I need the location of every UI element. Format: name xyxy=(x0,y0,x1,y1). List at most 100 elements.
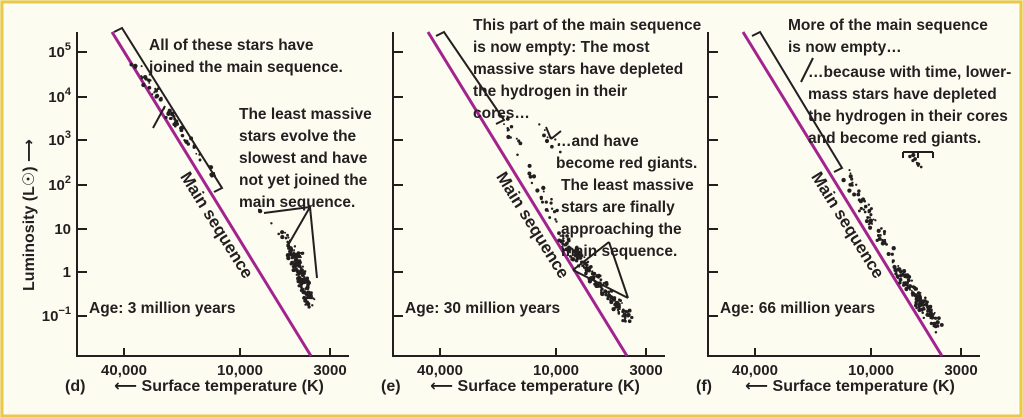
y-tick-label: 105 xyxy=(48,41,71,61)
star-point xyxy=(930,315,935,320)
y-tick-label: 103 xyxy=(48,129,71,149)
annotation-line: the hydrogen in their cores xyxy=(808,108,1008,125)
star-point xyxy=(141,76,144,79)
star-point xyxy=(876,228,881,233)
star-point xyxy=(516,153,519,156)
star-point xyxy=(296,280,300,283)
star-point xyxy=(905,281,909,285)
star-point xyxy=(311,304,314,307)
star-point xyxy=(915,161,919,165)
star-point xyxy=(891,246,896,251)
y-tick-label: 10−1 xyxy=(42,305,71,325)
star-point xyxy=(922,307,926,311)
star-point xyxy=(915,306,918,310)
star-point xyxy=(148,81,151,84)
star-point xyxy=(627,309,630,313)
star-point xyxy=(896,276,900,280)
annotation-line: joined the main sequence. xyxy=(148,59,343,76)
star-point xyxy=(861,197,866,202)
star-point xyxy=(304,303,307,306)
star-point xyxy=(509,124,514,129)
star-point xyxy=(916,291,921,295)
annotation-line: stars are finally xyxy=(561,199,675,216)
star-point xyxy=(622,312,627,317)
star-point xyxy=(305,296,308,299)
star-point xyxy=(503,123,505,126)
star-point xyxy=(567,238,571,243)
star-point xyxy=(935,321,939,325)
star-point xyxy=(284,236,288,240)
star-point xyxy=(298,259,302,262)
star-point xyxy=(928,314,931,317)
x-axis-title: ⟵ Surface temperature (K) xyxy=(745,378,955,395)
annotation-line: the hydrogen in their xyxy=(473,83,627,100)
annotation-line: cores… xyxy=(473,105,530,122)
star-point xyxy=(564,243,568,247)
star-point xyxy=(581,255,584,258)
star-point xyxy=(550,144,554,149)
x-tick-label: 40,000 xyxy=(417,362,463,379)
star-point xyxy=(559,234,562,237)
star-point xyxy=(591,270,594,273)
star-point xyxy=(290,260,295,265)
star-point xyxy=(879,234,882,237)
star-point xyxy=(184,140,187,143)
star-point xyxy=(919,165,923,169)
star-point xyxy=(907,279,911,283)
star-point xyxy=(886,252,891,256)
star-point xyxy=(855,183,858,186)
star-point xyxy=(552,210,557,214)
star-point xyxy=(912,285,917,290)
star-point xyxy=(863,204,868,209)
star-point xyxy=(280,235,285,240)
star-point xyxy=(872,218,875,221)
star-point xyxy=(859,206,863,210)
star-point xyxy=(301,265,304,268)
star-point xyxy=(862,208,866,211)
star-point xyxy=(544,138,550,144)
bracket-red-giants xyxy=(902,151,934,158)
star-point xyxy=(584,271,588,276)
star-point xyxy=(151,93,154,96)
star-point xyxy=(506,134,511,140)
star-point xyxy=(585,267,589,271)
star-point xyxy=(313,298,316,301)
star-point xyxy=(174,123,178,126)
star-point xyxy=(607,290,611,294)
star-point xyxy=(294,255,298,260)
y-axis-title: Luminosity (L☉) ⟶ xyxy=(21,139,38,291)
star-point xyxy=(558,143,561,146)
star-point xyxy=(198,158,202,162)
star-point xyxy=(527,171,532,176)
star-point xyxy=(541,185,546,191)
star-point xyxy=(575,253,578,256)
star-point xyxy=(902,269,907,274)
star-point xyxy=(841,177,846,183)
star-point xyxy=(589,269,592,272)
star-point xyxy=(867,203,870,206)
star-point xyxy=(599,289,603,292)
star-point xyxy=(296,251,301,256)
star-point xyxy=(932,313,935,316)
star-point xyxy=(562,237,565,240)
star-point xyxy=(926,306,931,311)
star-point xyxy=(289,253,292,256)
pointer-approaching xyxy=(572,241,629,299)
star-point xyxy=(506,128,510,132)
star-point xyxy=(258,208,260,211)
star-point xyxy=(557,231,561,235)
star-point xyxy=(874,219,877,222)
bracket-joined-stars xyxy=(113,26,224,193)
star-point xyxy=(907,284,913,289)
star-point xyxy=(848,169,851,172)
star-point xyxy=(568,255,572,258)
star-point xyxy=(291,268,296,273)
star-point xyxy=(864,219,869,224)
star-point xyxy=(538,123,541,126)
star-point xyxy=(284,231,287,234)
star-point xyxy=(574,258,579,263)
annotation-line: The least massive xyxy=(239,106,372,123)
star-point xyxy=(910,289,913,292)
star-point xyxy=(306,301,311,307)
star-point xyxy=(850,177,854,181)
